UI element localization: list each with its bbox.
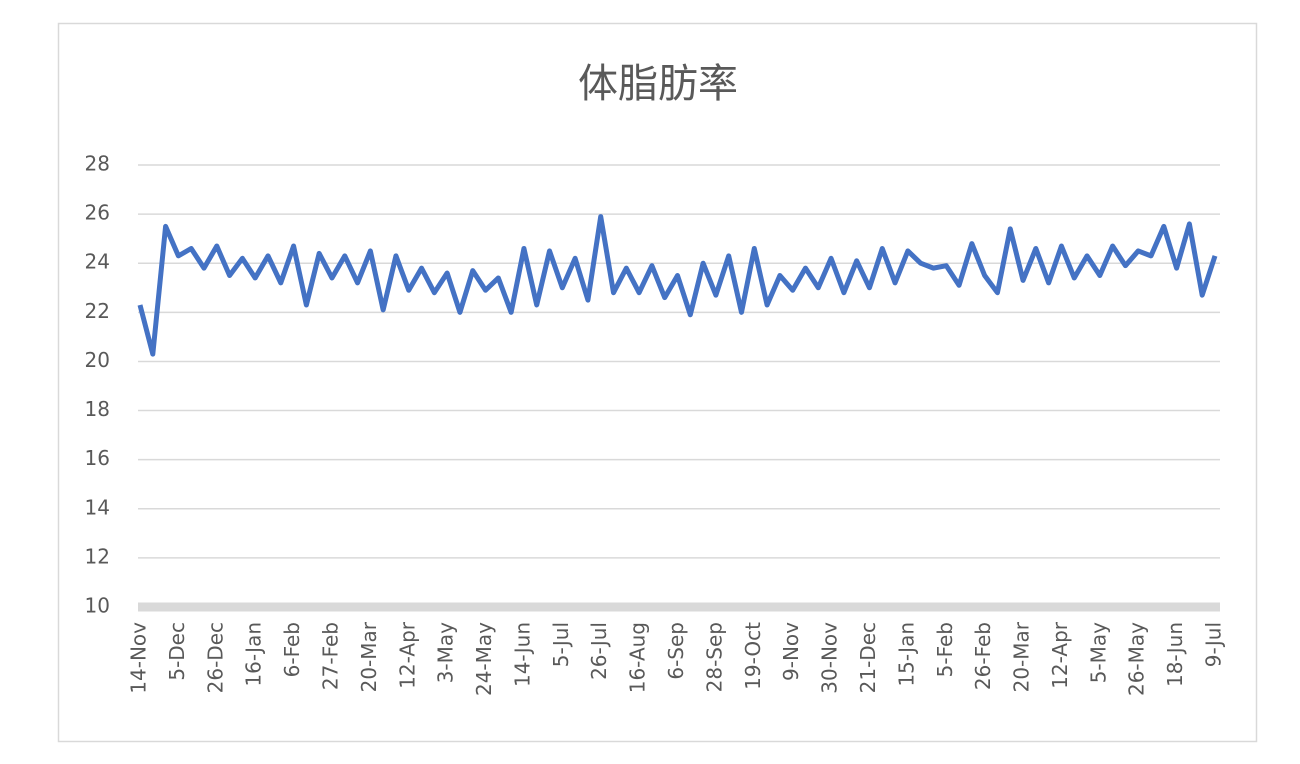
x-tick-label: 12-Apr bbox=[1048, 621, 1072, 689]
y-tick-label: 28 bbox=[85, 152, 110, 176]
chart-frame bbox=[57, 22, 1258, 743]
x-tick-label: 3-May bbox=[434, 622, 458, 683]
x-tick-label: 28-Sep bbox=[702, 622, 726, 692]
x-tick-label: 5-Dec bbox=[165, 622, 189, 681]
x-tick-label: 9-Jul bbox=[1202, 622, 1226, 667]
y-tick-label: 24 bbox=[85, 250, 110, 274]
y-tick-label: 16 bbox=[85, 446, 110, 470]
x-tick-label: 16-Aug bbox=[626, 622, 650, 693]
x-tick-label: 5-Feb bbox=[933, 622, 957, 677]
x-tick-label: 5-Jul bbox=[549, 622, 573, 667]
x-tick-label: 20-Mar bbox=[357, 621, 381, 692]
chart-title: 体脂肪率 bbox=[578, 61, 738, 107]
x-tick-label: 15-Jan bbox=[894, 622, 918, 687]
x-tick-label: 5-May bbox=[1086, 622, 1110, 683]
data-line bbox=[137, 214, 1218, 357]
x-tick-label: 14-Jun bbox=[510, 622, 534, 687]
x-tick-label: 26-May bbox=[1125, 622, 1149, 696]
x-tick-label: 20-Mar bbox=[1010, 621, 1034, 692]
x-tick-label: 12-Apr bbox=[395, 621, 419, 689]
y-tick-label: 22 bbox=[85, 299, 110, 323]
y-tick-label: 26 bbox=[85, 201, 110, 225]
x-tick-label: 16-Jan bbox=[242, 622, 266, 687]
x-tick-label: 19-Oct bbox=[741, 622, 765, 690]
x-tick-label: 18-Jun bbox=[1163, 622, 1187, 687]
y-tick-label: 14 bbox=[85, 495, 110, 519]
x-tick-label: 24-May bbox=[472, 622, 496, 696]
x-tick-label: 26-Jul bbox=[587, 622, 611, 680]
x-tick-label: 9-Nov bbox=[779, 622, 803, 681]
x-tick-label: 30-Nov bbox=[818, 622, 842, 694]
x-tick-label: 21-Dec bbox=[856, 622, 880, 693]
y-tick-label: 10 bbox=[85, 594, 110, 618]
x-tick-label: 26-Dec bbox=[203, 622, 227, 693]
y-tick-label: 18 bbox=[85, 397, 110, 421]
x-tick-label: 6-Sep bbox=[664, 622, 688, 680]
x-tick-label: 14-Nov bbox=[127, 622, 151, 694]
y-tick-label: 12 bbox=[85, 544, 110, 568]
x-tick-label: 26-Feb bbox=[971, 622, 995, 690]
y-tick-label: 20 bbox=[85, 348, 110, 372]
x-tick-label: 27-Feb bbox=[318, 622, 342, 690]
x-tick-label: 6-Feb bbox=[280, 622, 304, 677]
